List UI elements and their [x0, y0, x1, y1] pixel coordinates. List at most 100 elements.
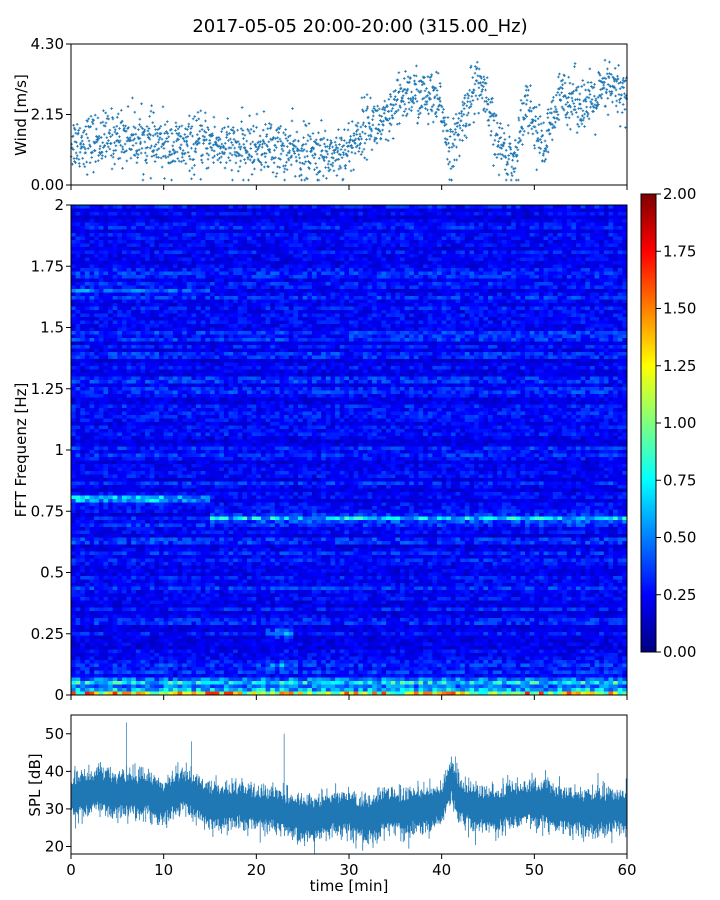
heatmap-cell	[108, 625, 113, 629]
heatmap-cell	[159, 247, 164, 251]
heatmap-cell	[113, 594, 118, 598]
heatmap-cell	[141, 524, 146, 528]
heatmap-cell	[150, 545, 155, 549]
heatmap-cell	[113, 681, 118, 685]
heatmap-cell	[117, 520, 122, 524]
heatmap-cell	[71, 209, 76, 213]
heatmap-cell	[168, 363, 173, 367]
heatmap-cell	[164, 258, 169, 262]
wind-point	[492, 143, 495, 146]
heatmap-cell	[94, 240, 99, 244]
heatmap-cell	[168, 664, 173, 668]
heatmap-cell	[71, 671, 76, 675]
heatmap-cell	[80, 478, 85, 482]
heatmap-cell	[145, 272, 150, 276]
heatmap-cell	[154, 251, 159, 255]
heatmap-cell	[136, 478, 141, 482]
heatmap-cell	[108, 643, 113, 647]
heatmap-cell	[94, 419, 99, 423]
heatmap-cell	[159, 461, 164, 465]
heatmap-cell	[80, 639, 85, 643]
wind-point	[510, 172, 513, 175]
heatmap-cell	[71, 632, 76, 636]
heatmap-cell	[150, 275, 155, 279]
heatmap-cell	[127, 310, 132, 314]
heatmap-cell	[173, 223, 178, 227]
heatmap-cell	[154, 464, 159, 468]
heatmap-cell	[164, 475, 169, 479]
heatmap-cell	[145, 562, 150, 566]
wind-point	[593, 83, 596, 86]
heatmap-cell	[94, 468, 99, 472]
heatmap-cell	[108, 496, 113, 500]
heatmap-cell	[90, 653, 95, 657]
heatmap-cell	[173, 429, 178, 433]
heatmap-cell	[108, 363, 113, 367]
heatmap-cell	[168, 545, 173, 549]
heatmap-cell	[159, 289, 164, 293]
heatmap-cell	[80, 405, 85, 409]
heatmap-cell	[71, 506, 76, 510]
heatmap-cell	[76, 426, 81, 430]
heatmap-cell	[94, 503, 99, 507]
heatmap-cell	[90, 440, 95, 444]
heatmap-cell	[71, 321, 76, 325]
heatmap-cell	[113, 636, 118, 640]
heatmap-cell	[71, 345, 76, 349]
heatmap-cell	[150, 286, 155, 290]
heatmap-cell	[136, 562, 141, 566]
heatmap-cell	[113, 650, 118, 654]
heatmap-cell	[76, 300, 81, 304]
heatmap-cell	[103, 268, 108, 272]
heatmap-cell	[164, 674, 169, 678]
heatmap-cell	[117, 279, 122, 283]
heatmap-cell	[136, 496, 141, 500]
heatmap-cell	[136, 639, 141, 643]
heatmap-cell	[131, 478, 136, 482]
heatmap-cell	[154, 608, 159, 612]
wind-point	[447, 163, 450, 166]
wind-point	[574, 62, 577, 65]
heatmap-cell	[145, 545, 150, 549]
heatmap-cell	[90, 534, 95, 538]
heatmap-cell	[80, 664, 85, 668]
heatmap-cell	[80, 548, 85, 552]
heatmap-cell	[94, 639, 99, 643]
wind-point	[474, 83, 477, 86]
heatmap-cell	[71, 580, 76, 584]
heatmap-cell	[168, 580, 173, 584]
heatmap-cell	[159, 405, 164, 409]
heatmap-cell	[141, 226, 146, 230]
wind-point	[488, 124, 491, 127]
heatmap-cell	[76, 674, 81, 678]
heatmap-cell	[85, 597, 90, 601]
heatmap-cell	[71, 366, 76, 370]
heatmap-cell	[80, 226, 85, 230]
wind-point	[558, 94, 561, 97]
heatmap-cell	[99, 286, 104, 290]
heatmap-cell	[131, 583, 136, 587]
heatmap-cell	[145, 457, 150, 461]
heatmap-cell	[108, 489, 113, 493]
heatmap-cell	[85, 349, 90, 353]
heatmap-cell	[80, 569, 85, 573]
heatmap-cell	[99, 373, 104, 377]
heatmap-cell	[164, 499, 169, 503]
heatmap-cell	[80, 601, 85, 605]
heatmap-cell	[145, 559, 150, 563]
heatmap-cell	[168, 233, 173, 237]
heatmap-cell	[131, 559, 136, 563]
wind-point	[581, 123, 584, 126]
wind-point	[230, 147, 233, 150]
heatmap-cell	[141, 373, 146, 377]
heatmap-cell	[76, 615, 81, 619]
heatmap-cell	[80, 254, 85, 258]
heatmap-cell	[164, 688, 169, 692]
heatmap-cell	[145, 377, 150, 381]
heatmap-cell	[90, 401, 95, 405]
heatmap-cell	[150, 342, 155, 346]
wind-point	[593, 95, 596, 98]
wind-point	[139, 141, 142, 144]
heatmap-cell	[71, 534, 76, 538]
heatmap-cell	[94, 618, 99, 622]
